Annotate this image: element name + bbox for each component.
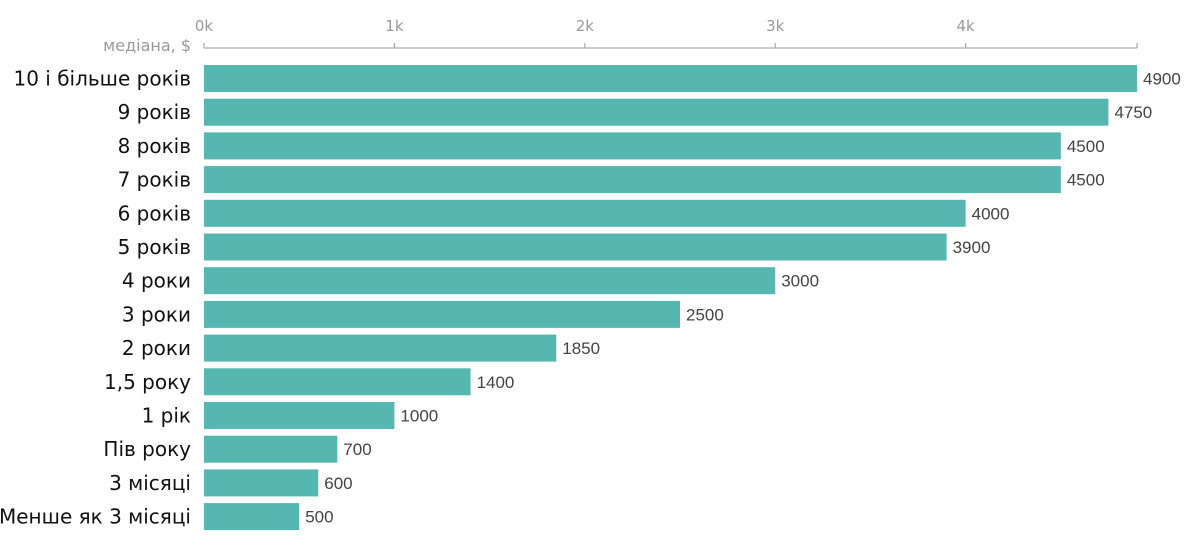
bar [204,267,776,295]
bar [204,199,966,227]
bar [204,65,1137,92]
axis-title: медіана, $ [103,36,191,55]
value-label: 3900 [953,238,991,257]
value-label: 1850 [562,339,600,358]
value-label: 2500 [686,305,724,324]
category-label: 5 років [118,235,191,259]
bar [204,503,300,531]
bar [204,435,338,463]
x-tick-label: 2k [576,17,595,35]
bar [204,166,1061,194]
value-label: 600 [324,474,352,493]
category-label: 2 роки [122,336,191,360]
x-tick-label: 4k [957,17,976,35]
value-label: 3000 [781,272,819,291]
category-label: 3 роки [122,302,191,326]
bar [204,368,471,396]
bar [204,132,1061,160]
bar [204,469,319,497]
bar [204,98,1109,126]
bar [204,334,557,362]
value-label: 700 [343,440,371,459]
x-axis: 0k 1k 2k 3k 4k [195,17,1138,49]
bar [204,300,681,328]
bar [204,402,395,429]
value-label: 500 [305,508,333,527]
x-tick-label: 0k [195,17,214,35]
category-label: Пів року [103,437,191,461]
value-label: 4500 [1067,171,1105,190]
category-label: 1,5 року [104,370,191,394]
x-tick-label: 3k [766,17,785,35]
value-label: 4900 [1143,70,1181,89]
category-label: 8 років [118,134,191,158]
category-label: 4 роки [122,269,191,293]
category-label: 7 років [118,168,191,192]
value-label: 4750 [1114,103,1152,122]
category-label: 9 років [118,100,191,124]
value-label: 4000 [972,204,1010,223]
value-label: 4500 [1067,137,1105,156]
category-label: 6 років [118,201,191,225]
category-label: Менше як 3 місяці [0,505,191,529]
category-label: 10 і більше років [14,67,192,91]
category-label: 3 місяці [109,471,191,495]
bar [204,233,947,261]
value-label: 1000 [400,407,438,426]
value-label: 1400 [477,373,515,392]
bars: 10 і більше років 4900 9 років 4750 8 років 4… [0,65,1181,531]
category-label: 1 рік [142,404,191,428]
x-tick-label: 1k [385,17,404,35]
